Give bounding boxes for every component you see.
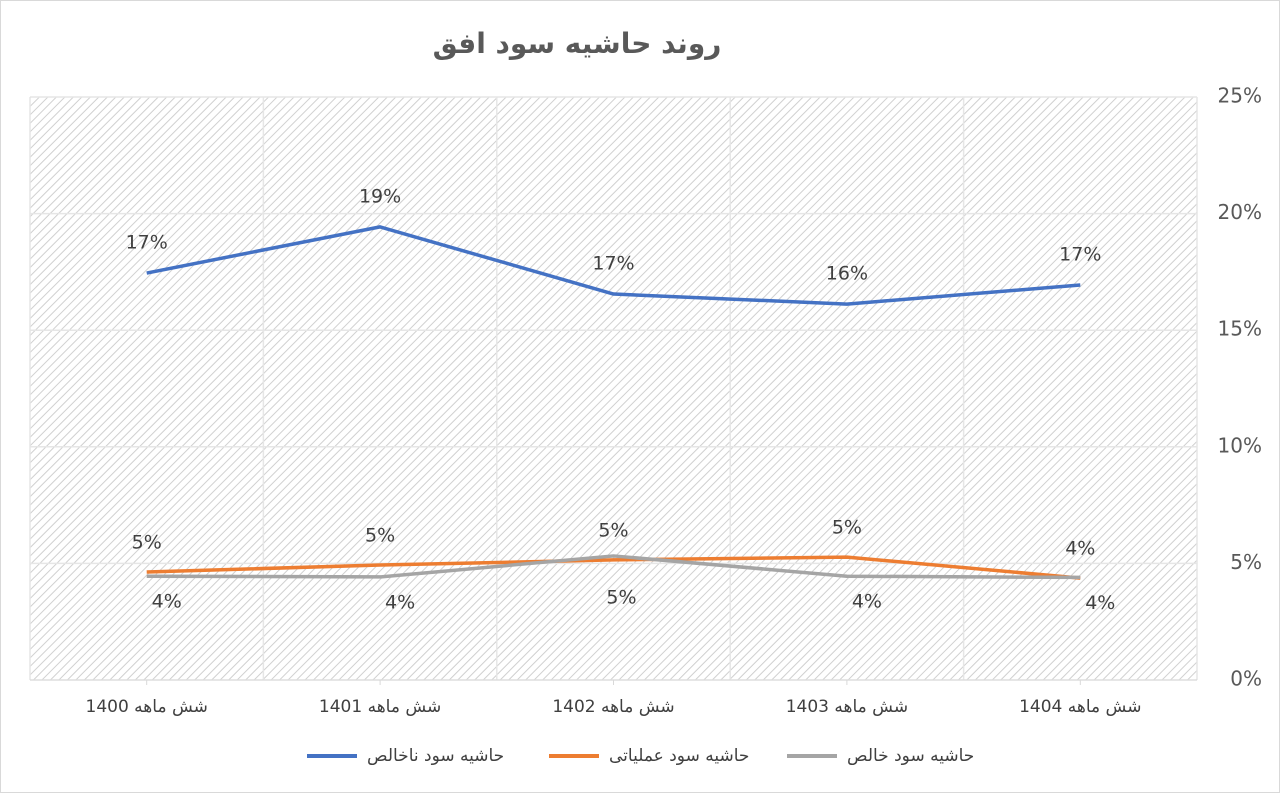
line-series — [146, 555, 1081, 580]
data-label: 4% — [852, 591, 882, 613]
data-label: 16% — [826, 263, 868, 285]
data-label: 4% — [152, 591, 182, 613]
y-tick-label: 5% — [1230, 550, 1262, 574]
data-label: 17% — [592, 253, 634, 275]
data-label: 5% — [598, 519, 628, 541]
y-tick-label: 25% — [1218, 84, 1262, 108]
data-label: 17% — [1059, 243, 1101, 265]
data-label: 5% — [132, 532, 162, 554]
legend-label: حاشیه سود عملیاتی — [609, 746, 749, 766]
legend-label: حاشیه سود خالص — [847, 746, 974, 766]
x-tick-label: شش ماهه 1400 — [86, 697, 208, 717]
line-series — [146, 225, 1081, 306]
x-tick-label: شش ماهه 1404 — [1019, 697, 1141, 717]
data-label: 17% — [126, 232, 168, 254]
y-tick-label: 10% — [1218, 433, 1262, 457]
data-label: 5% — [365, 525, 395, 547]
x-tick-label: شش ماهه 1402 — [552, 697, 674, 717]
x-tick-label: شش ماهه 1403 — [786, 697, 908, 717]
chart-title: روند حاشیه سود افق — [433, 27, 722, 60]
data-label: 4% — [1085, 592, 1115, 614]
y-tick-label: 15% — [1218, 317, 1262, 341]
legend-label: حاشیه سود ناخالص — [367, 746, 504, 766]
data-label: 5% — [606, 586, 636, 608]
y-tick-label: 20% — [1218, 200, 1262, 224]
data-label: 4% — [385, 591, 415, 613]
data-label: 4% — [1065, 538, 1095, 560]
x-tick-label: شش ماهه 1401 — [319, 697, 441, 717]
line-series — [146, 554, 1081, 580]
data-label: 19% — [359, 185, 401, 207]
data-label: 5% — [832, 517, 862, 539]
plot-area — [30, 97, 1197, 680]
y-tick-label: 0% — [1230, 667, 1262, 691]
